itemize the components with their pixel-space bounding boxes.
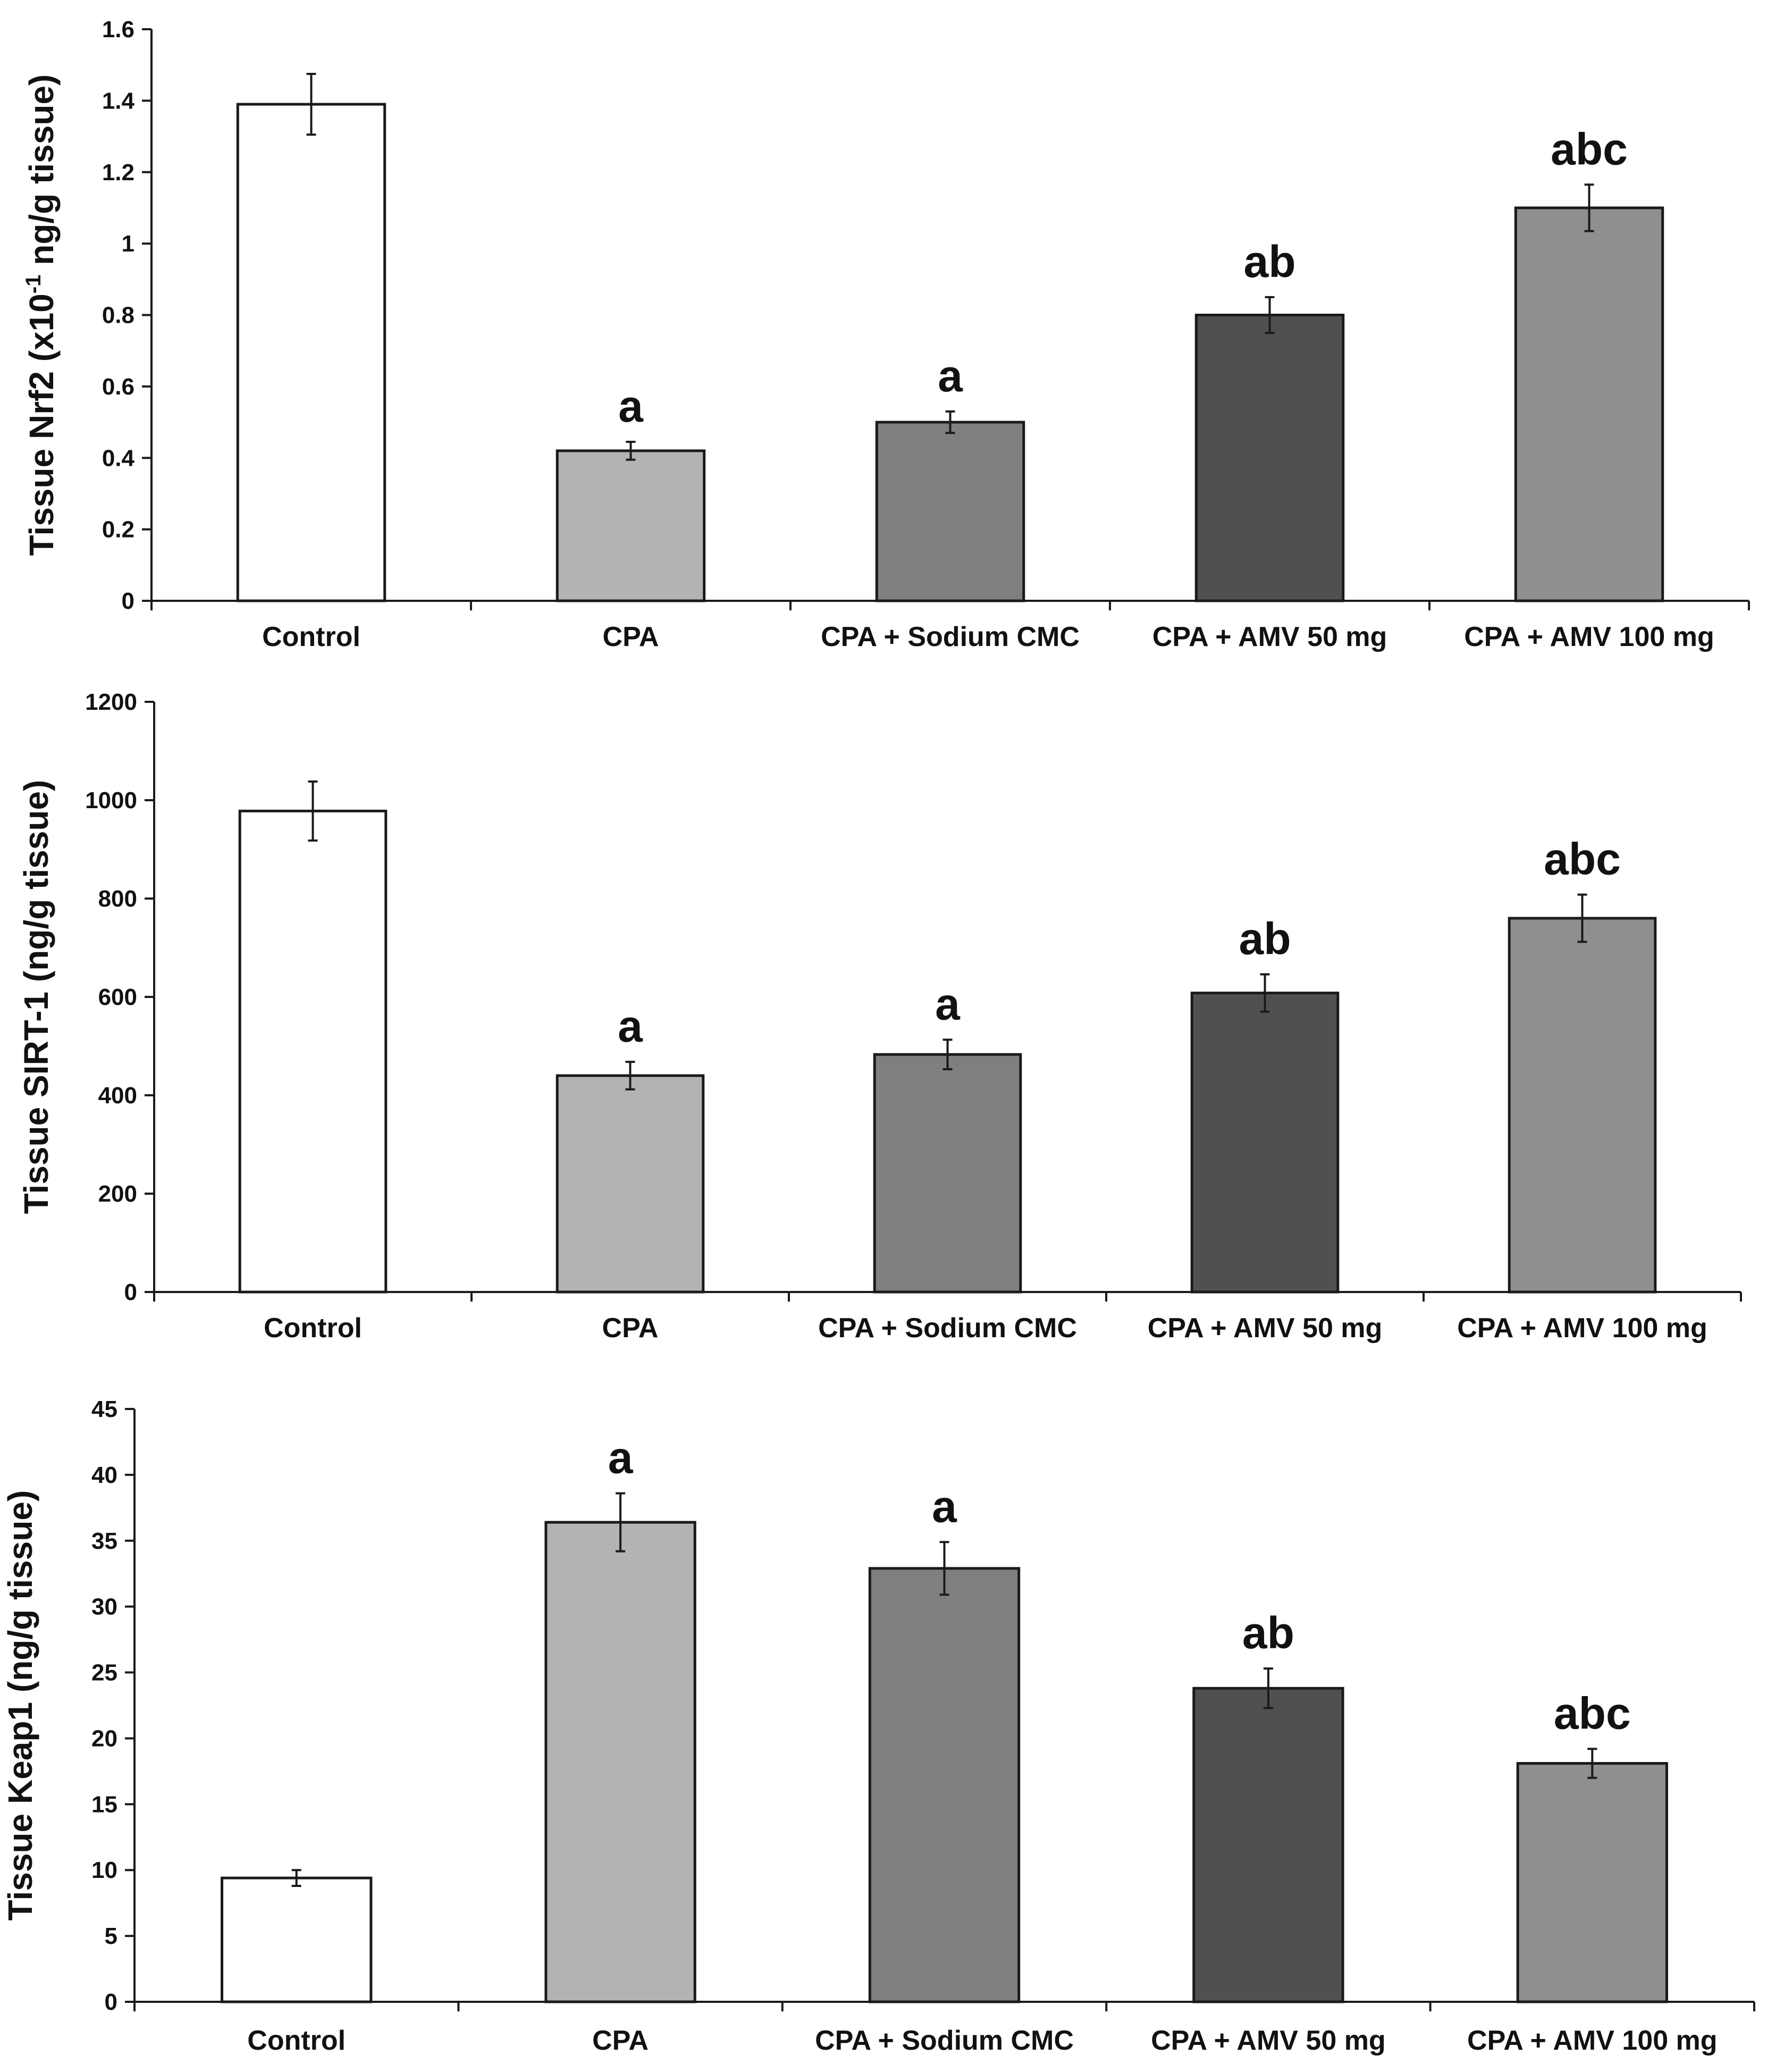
y-tick-label: 1 xyxy=(122,231,134,257)
x-category-label: CPA + AMV 50 mg xyxy=(1151,2025,1386,2056)
y-tick-label: 1.4 xyxy=(102,88,135,114)
x-category-label: CPA xyxy=(603,622,659,652)
chart-2: 0 200 400 600 800 1000 1200 Control a CPA a CPA + S… xyxy=(17,689,1742,1344)
bar xyxy=(1516,1762,1668,2003)
significance-label: ab xyxy=(1243,237,1295,287)
x-category-label: CPA + Sodium CMC xyxy=(821,622,1080,652)
x-category-label: CPA + Sodium CMC xyxy=(815,2025,1074,2056)
x-category-label: CPA + AMV 100 mg xyxy=(1464,622,1714,652)
y-tick-label: 200 xyxy=(98,1181,137,1207)
y-tick-label: 10 xyxy=(91,1857,117,1883)
y-tick-label: 400 xyxy=(98,1083,137,1109)
x-category-label: Control xyxy=(262,622,360,652)
y-tick-label: 0 xyxy=(124,1279,137,1305)
significance-label: a xyxy=(618,1001,643,1051)
y-axis-title-superscript: -1 xyxy=(22,275,45,294)
significance-label: a xyxy=(608,1433,634,1483)
bar xyxy=(221,1876,373,2003)
bar xyxy=(544,1521,696,2003)
chart-1: 0 0.2 0.4 0.6 0.8 1 1.2 1.4 1.6 Control a CPA a CPA +… xyxy=(22,16,1750,652)
y-tick-label: 1.2 xyxy=(102,160,134,186)
y-axis-title: Tissue SIRT-1 (ng/g tissue) xyxy=(17,780,55,1214)
y-tick-label: 800 xyxy=(98,886,137,912)
bar xyxy=(1508,917,1657,1294)
significance-label: a xyxy=(938,351,963,401)
significance-label: abc xyxy=(1551,124,1628,174)
y-tick-label: 35 xyxy=(91,1528,117,1554)
bar xyxy=(236,103,386,602)
bar xyxy=(873,1053,1022,1294)
y-tick-label: 600 xyxy=(98,984,137,1010)
y-tick-label: 0 xyxy=(122,588,134,614)
significance-label: ab xyxy=(1239,913,1291,963)
y-tick-label: 15 xyxy=(91,1791,117,1817)
y-tick-label: 20 xyxy=(91,1725,117,1751)
x-category-label: CPA xyxy=(602,1313,659,1344)
x-category-label: CPA + AMV 50 mg xyxy=(1152,622,1387,652)
significance-label: abc xyxy=(1544,834,1621,884)
x-category-label: Control xyxy=(247,2025,346,2056)
y-axis-title-rest: ng/g tissue) xyxy=(22,74,61,275)
y-tick-label: 0 xyxy=(105,1989,117,2015)
significance-label: a xyxy=(935,979,961,1029)
significance-label: abc xyxy=(1554,1688,1631,1738)
x-category-label: CPA xyxy=(592,2025,649,2056)
y-axis-title-main: Tissue Keap1 (ng/g tissue) xyxy=(1,1490,39,1921)
bar xyxy=(556,449,706,602)
x-category-label: CPA + AMV 50 mg xyxy=(1148,1313,1383,1344)
y-tick-label: 1000 xyxy=(85,787,137,813)
y-tick-label: 0.4 xyxy=(102,445,135,471)
significance-label: a xyxy=(618,381,644,431)
y-axis-title: Tissue Keap1 (ng/g tissue) xyxy=(1,1490,39,1921)
x-category-label: Control xyxy=(264,1313,362,1344)
bar xyxy=(1192,1687,1344,2003)
bar xyxy=(1194,314,1345,602)
bar xyxy=(1190,992,1340,1294)
x-category-label: CPA + AMV 100 mg xyxy=(1467,2025,1718,2056)
bar xyxy=(238,809,388,1294)
bar xyxy=(868,1567,1021,2003)
bar xyxy=(556,1074,705,1294)
y-tick-label: 40 xyxy=(91,1462,117,1488)
y-axis-title-main: Tissue SIRT-1 (ng/g tissue) xyxy=(17,780,55,1214)
bar xyxy=(1514,206,1664,602)
y-tick-label: 1200 xyxy=(85,689,137,715)
y-axis-title: Tissue Nrf2 (x10-1 ng/g tissue) xyxy=(22,74,61,556)
y-tick-label: 0.2 xyxy=(102,517,134,543)
y-tick-label: 45 xyxy=(91,1396,117,1422)
y-tick-label: 0.6 xyxy=(102,374,134,400)
x-category-label: CPA + AMV 100 mg xyxy=(1457,1313,1707,1344)
y-tick-label: 0.8 xyxy=(102,303,134,329)
y-tick-label: 30 xyxy=(91,1594,117,1620)
x-category-label: CPA + Sodium CMC xyxy=(818,1313,1077,1344)
significance-label: a xyxy=(932,1481,957,1531)
chart-3: 0 5 10 15 20 25 30 35 40 45 Control a CPA a CPA + Sodi… xyxy=(1,1396,1755,2056)
y-tick-label: 5 xyxy=(105,1923,117,1949)
significance-label: ab xyxy=(1242,1608,1294,1658)
y-tick-label: 1.6 xyxy=(102,16,134,43)
y-tick-label: 25 xyxy=(91,1660,117,1686)
bar xyxy=(875,421,1025,602)
y-axis-title-main: Tissue Nrf2 (x10 xyxy=(22,293,61,556)
